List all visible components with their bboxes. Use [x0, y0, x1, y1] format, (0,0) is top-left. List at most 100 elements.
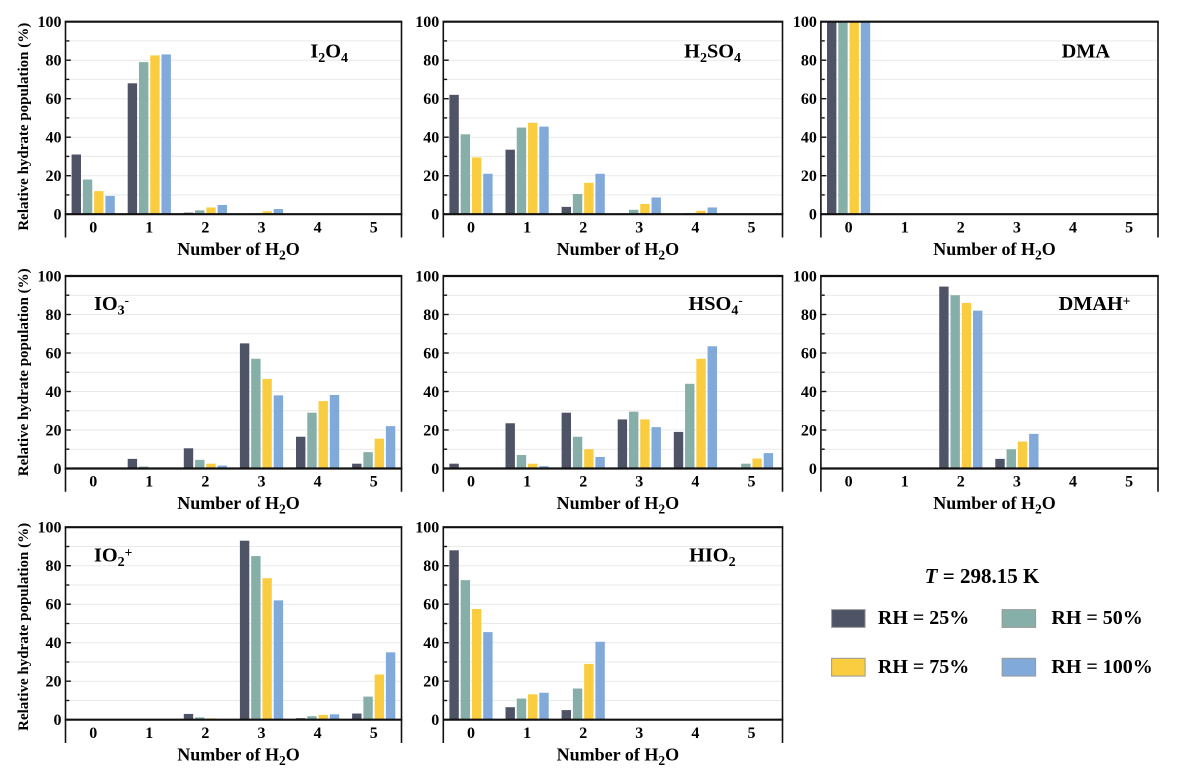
svg-text:0: 0 [89, 725, 97, 742]
svg-text:0: 0 [467, 725, 475, 742]
svg-text:4: 4 [1069, 474, 1077, 491]
svg-text:40: 40 [801, 130, 817, 147]
svg-text:40: 40 [46, 635, 62, 652]
svg-text:4: 4 [691, 725, 699, 742]
svg-text:0: 0 [89, 219, 97, 236]
svg-text:100: 100 [38, 268, 62, 285]
svg-text:60: 60 [46, 597, 62, 614]
svg-text:0: 0 [89, 474, 97, 491]
svg-text:2: 2 [579, 219, 587, 236]
svg-text:RH = 50%: RH = 50% [1051, 607, 1142, 629]
svg-text:60: 60 [46, 91, 62, 108]
svg-text:100: 100 [793, 14, 817, 31]
svg-text:2: 2 [957, 474, 965, 491]
svg-text:40: 40 [46, 384, 62, 401]
svg-text:IO3​-​: IO3​-​ [94, 293, 129, 319]
svg-text:100: 100 [415, 520, 439, 537]
svg-text:100: 100 [793, 268, 817, 285]
svg-text:1: 1 [523, 725, 531, 742]
svg-text:1: 1 [145, 725, 153, 742]
svg-text:1: 1 [901, 219, 909, 236]
svg-text:80: 80 [423, 53, 439, 70]
svg-text:RH = 25%: RH = 25% [878, 607, 969, 629]
svg-text:3: 3 [635, 219, 643, 236]
svg-text:40: 40 [423, 635, 439, 652]
svg-text:5: 5 [1125, 219, 1133, 236]
svg-text:Relative hydrate population (%: Relative hydrate population (%) [16, 268, 32, 476]
svg-text:5: 5 [748, 219, 756, 236]
svg-text:80: 80 [46, 53, 62, 70]
svg-text:0: 0 [467, 219, 475, 236]
svg-text:100: 100 [415, 268, 439, 285]
svg-text:80: 80 [423, 558, 439, 575]
svg-text:0: 0 [54, 207, 62, 224]
svg-text:60: 60 [423, 345, 439, 362]
svg-text:0: 0 [54, 712, 62, 729]
svg-text:40: 40 [801, 384, 817, 401]
svg-text:RH = 100%: RH = 100% [1051, 656, 1152, 678]
svg-text:0: 0 [54, 461, 62, 478]
svg-text:60: 60 [46, 345, 62, 362]
svg-text:100: 100 [38, 14, 62, 31]
svg-text:4: 4 [314, 219, 322, 236]
svg-text:5: 5 [370, 219, 378, 236]
svg-text:20: 20 [46, 168, 62, 185]
svg-text:80: 80 [46, 307, 62, 324]
svg-text:0: 0 [467, 474, 475, 491]
svg-text:20: 20 [423, 168, 439, 185]
svg-text:3: 3 [1013, 219, 1021, 236]
svg-text:4: 4 [1069, 219, 1077, 236]
svg-text:4: 4 [691, 474, 699, 491]
svg-text:100: 100 [38, 520, 62, 537]
svg-text:20: 20 [423, 674, 439, 691]
svg-text:80: 80 [801, 307, 817, 324]
svg-text:2: 2 [579, 474, 587, 491]
svg-text:5: 5 [370, 725, 378, 742]
svg-text:60: 60 [423, 91, 439, 108]
svg-text:20: 20 [423, 422, 439, 439]
svg-text:3: 3 [258, 725, 266, 742]
svg-text:1: 1 [901, 474, 909, 491]
svg-text:40: 40 [423, 130, 439, 147]
svg-text:4: 4 [691, 219, 699, 236]
svg-text:3: 3 [635, 474, 643, 491]
svg-text:Relative hydrate population (%: Relative hydrate population (%) [16, 523, 32, 731]
svg-text:0: 0 [809, 207, 817, 224]
svg-text:0: 0 [845, 219, 853, 236]
svg-text:5: 5 [748, 725, 756, 742]
svg-text:60: 60 [423, 597, 439, 614]
svg-text:T = 298.15 K: T = 298.15 K [925, 564, 1040, 588]
svg-text:Relative hydrate population (%: Relative hydrate population (%) [16, 23, 32, 231]
svg-text:3: 3 [258, 219, 266, 236]
svg-text:20: 20 [801, 422, 817, 439]
svg-text:40: 40 [46, 130, 62, 147]
svg-text:5: 5 [370, 474, 378, 491]
svg-text:1: 1 [145, 219, 153, 236]
svg-text:1: 1 [523, 474, 531, 491]
svg-text:80: 80 [423, 307, 439, 324]
svg-text:2: 2 [201, 474, 209, 491]
svg-text:4: 4 [314, 474, 322, 491]
svg-text:H2​SO4​: H2​SO4​ [684, 41, 741, 66]
svg-text:3: 3 [258, 474, 266, 491]
svg-text:0: 0 [845, 474, 853, 491]
svg-text:2: 2 [957, 219, 965, 236]
svg-text:5: 5 [748, 474, 756, 491]
svg-text:80: 80 [801, 53, 817, 70]
svg-text:DMA: DMA [1062, 41, 1111, 63]
svg-text:3: 3 [1013, 474, 1021, 491]
svg-text:0: 0 [431, 712, 439, 729]
svg-text:60: 60 [801, 345, 817, 362]
svg-text:RH = 75%: RH = 75% [878, 656, 969, 678]
svg-text:60: 60 [801, 91, 817, 108]
svg-text:40: 40 [423, 384, 439, 401]
svg-text:1: 1 [145, 474, 153, 491]
svg-text:80: 80 [46, 558, 62, 575]
svg-text:2: 2 [201, 219, 209, 236]
svg-text:20: 20 [801, 168, 817, 185]
svg-text:100: 100 [415, 14, 439, 31]
svg-text:2: 2 [579, 725, 587, 742]
svg-text:0: 0 [431, 207, 439, 224]
svg-text:0: 0 [431, 461, 439, 478]
svg-text:2: 2 [201, 725, 209, 742]
